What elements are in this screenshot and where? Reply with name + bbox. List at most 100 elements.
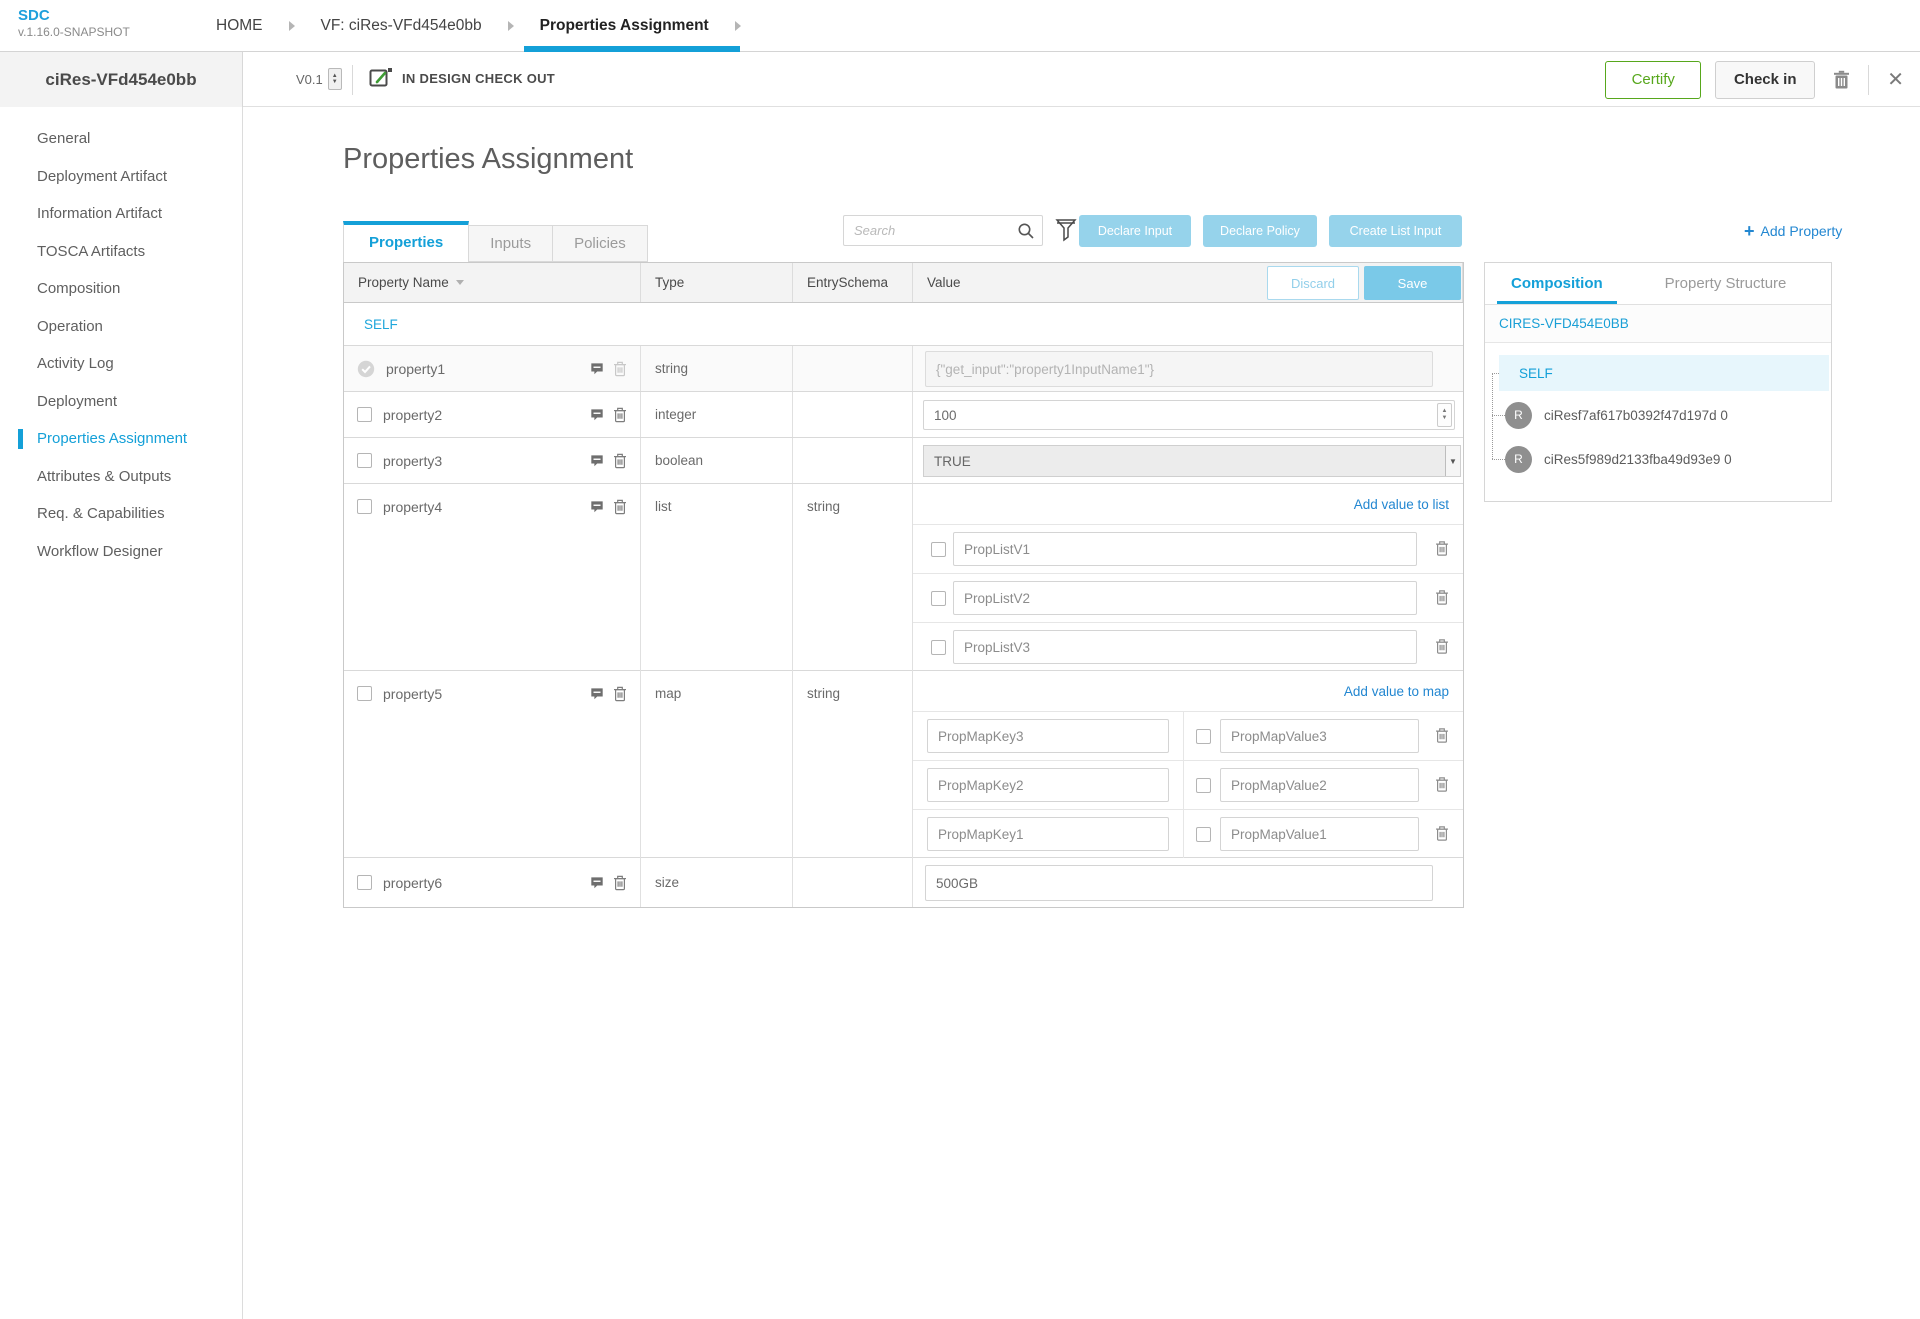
trash-icon[interactable] [613,361,627,377]
trash-icon[interactable] [1435,825,1449,842]
sidebar-item-tosca-artifacts[interactable]: TOSCA Artifacts [37,242,146,260]
close-icon[interactable]: ✕ [1883,70,1908,90]
breadcrumb-current[interactable]: Properties Assignment [539,17,709,34]
property-type: map [641,671,793,858]
sidebar-item-operation[interactable]: Operation [37,317,103,335]
map-key-input[interactable] [927,719,1169,753]
trash-icon[interactable] [613,453,627,469]
table-row: property6 size [344,857,1463,907]
certify-button[interactable]: Certify [1605,60,1702,99]
sidebar: General Deployment Artifact Information … [0,107,243,1319]
sidebar-item-deployment[interactable]: Deployment [37,392,118,410]
add-value-to-map-link[interactable]: Add value to map [1343,683,1449,699]
save-button[interactable]: Save [1364,266,1461,300]
tree-node[interactable]: R ciResf7af617b0392f47d197d 0 [1492,395,1831,435]
tab-properties[interactable]: Properties [343,221,470,262]
sidebar-item-properties-assignment[interactable]: Properties Assignment [0,420,242,458]
add-property-button[interactable]: + Add Property [1744,221,1843,241]
sidebar-item-attributes-outputs[interactable]: Attributes & Outputs [37,467,172,485]
map-value-checkbox[interactable] [1196,778,1211,793]
list-item-input[interactable] [953,630,1417,664]
delete-entity-button[interactable] [1829,66,1854,94]
app-version: v.1.16.0-SNAPSHOT [18,25,130,39]
comment-icon[interactable] [590,687,604,701]
list-item-checkbox[interactable] [931,591,946,606]
search-input[interactable] [844,216,1042,245]
trash-icon[interactable] [1435,589,1449,606]
trash-icon[interactable] [613,875,627,891]
sidebar-item-req-capabilities[interactable]: Req. & Capabilities [37,505,165,523]
tab-inputs[interactable]: Inputs [469,225,554,262]
breadcrumb-home[interactable]: HOME [216,17,263,34]
map-value-checkbox[interactable] [1196,729,1211,744]
declare-policy-button[interactable]: Declare Policy [1203,215,1317,247]
filter-icon[interactable] [1055,218,1077,244]
map-entry [913,809,1463,858]
row-checkbox[interactable] [357,686,372,701]
property-type: size [641,858,793,907]
sidebar-item-workflow-designer[interactable]: Workflow Designer [37,542,163,560]
list-item-input[interactable] [953,581,1417,615]
page-title: Properties Assignment [343,143,634,175]
tree-node-self[interactable]: SELF [1492,355,1829,391]
list-item-checkbox[interactable] [931,542,946,557]
sidebar-item-general[interactable]: General [37,130,91,148]
tab-property-structure[interactable]: Property Structure [1664,275,1787,292]
value-text-input[interactable] [925,865,1433,901]
tab-policies[interactable]: Policies [553,225,648,262]
breadcrumb-caret-icon [507,21,514,31]
trash-icon[interactable] [1435,540,1449,557]
divider [1868,64,1870,95]
column-property-name[interactable]: Property Name [344,263,641,302]
map-value-input[interactable] [1220,719,1419,753]
comment-icon[interactable] [590,454,604,468]
trash-icon[interactable] [613,686,627,702]
trash-icon[interactable] [613,499,627,515]
app-logo[interactable]: SDC v.1.16.0-SNAPSHOT [18,7,130,39]
map-value-checkbox[interactable] [1196,827,1211,842]
sidebar-item-activity-log[interactable]: Activity Log [37,355,114,373]
version-select[interactable]: V0.1 ▲ ▼ [296,68,342,90]
search-icon[interactable] [1017,222,1035,240]
list-item-checkbox[interactable] [931,640,946,655]
discard-button[interactable]: Discard [1267,266,1359,300]
map-key-input[interactable] [927,817,1169,851]
property-type: boolean [641,438,793,483]
active-tab-underline [524,46,740,52]
number-spinner[interactable]: ▲ ▼ [1437,403,1452,427]
list-item-input[interactable] [953,532,1417,566]
sort-caret-icon [455,280,464,285]
checkin-button[interactable]: Check in [1715,60,1816,99]
version-spinner[interactable]: ▲ ▼ [327,68,342,90]
comment-icon[interactable] [590,876,604,890]
tab-composition[interactable]: Composition [1497,263,1617,304]
map-value-input[interactable] [1220,768,1419,802]
comment-icon[interactable] [590,408,604,422]
tree-node[interactable]: R ciRes5f989d2133fba49d93e9 0 [1492,439,1831,479]
trash-icon[interactable] [1435,638,1449,655]
trash-icon[interactable] [1435,727,1449,744]
row-checkbox[interactable] [357,407,372,422]
map-entry [913,760,1463,809]
group-self-label[interactable]: SELF [364,316,398,332]
declare-input-button[interactable]: Declare Input [1079,215,1191,247]
map-key-input[interactable] [927,768,1169,802]
value-number-input[interactable] [923,400,1455,430]
sidebar-item-information-artifact[interactable]: Information Artifact [37,205,163,223]
component-name[interactable]: CIRES-VFD454E0BB [1485,305,1831,343]
sidebar-item-deployment-artifact[interactable]: Deployment Artifact [37,167,168,185]
add-value-to-list-link[interactable]: Add value to list [1353,496,1449,512]
map-value-input[interactable] [1220,817,1419,851]
row-checkbox[interactable] [357,453,372,468]
trash-icon[interactable] [1435,776,1449,793]
row-checkbox[interactable] [357,875,372,890]
breadcrumb-vf[interactable]: VF: ciRes-VFd454e0bb [320,17,482,34]
sidebar-item-composition[interactable]: Composition [37,280,121,298]
boolean-select[interactable]: TRUE ▼ [923,445,1461,477]
comment-icon[interactable] [590,362,604,376]
comment-icon[interactable] [590,500,604,514]
trash-icon[interactable] [613,407,627,423]
create-list-input-button[interactable]: Create List Input [1329,215,1462,247]
row-checkbox[interactable] [357,499,372,514]
property-name: property4 [383,499,443,515]
